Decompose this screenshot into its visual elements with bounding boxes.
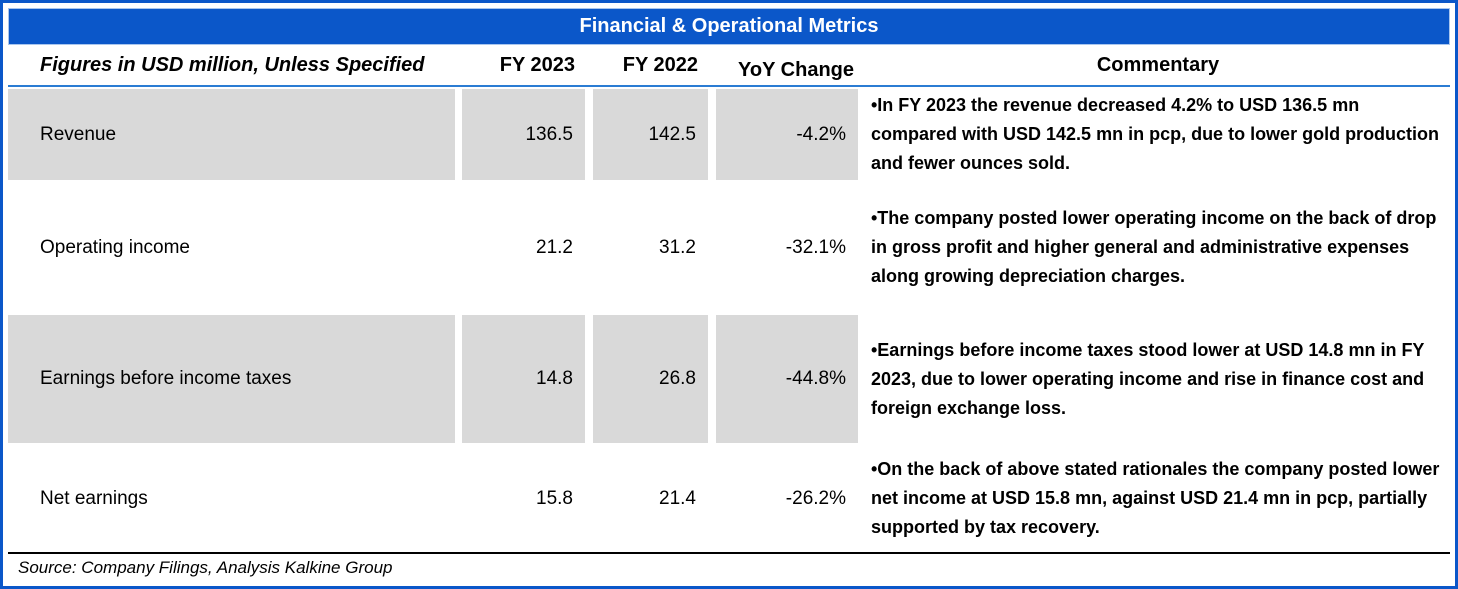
commentary-text: •On the back of above stated rationales … bbox=[871, 459, 1440, 537]
fy2023-value: 21.2 bbox=[536, 236, 573, 258]
fy2022-value: 21.4 bbox=[659, 487, 696, 509]
column-gutter bbox=[585, 445, 593, 552]
commentary-text: •In FY 2023 the revenue decreased 4.2% t… bbox=[871, 95, 1440, 173]
table-row-operating-income: Operating income 21.2 31.2 -32.1% •The c… bbox=[8, 182, 1450, 313]
column-gutter bbox=[708, 182, 716, 313]
table-row-revenue: Revenue 136.5 142.5 -4.2% •In FY 2023 th… bbox=[8, 87, 1450, 182]
table-row-earnings-before-taxes: Earnings before income taxes 14.8 26.8 -… bbox=[8, 313, 1450, 445]
fy2022-value: 26.8 bbox=[593, 315, 708, 443]
yoy-value: -44.8% bbox=[716, 315, 858, 443]
column-gutter bbox=[455, 182, 462, 313]
column-gutter bbox=[858, 87, 866, 182]
column-gutter bbox=[455, 87, 462, 182]
column-gutter bbox=[858, 45, 866, 85]
column-gutter bbox=[858, 445, 866, 552]
commentary-text: •The company posted lower operating inco… bbox=[871, 208, 1437, 286]
column-gutter bbox=[455, 313, 462, 445]
commentary-text: •Earnings before income taxes stood lowe… bbox=[871, 339, 1425, 418]
fy2023-value: 136.5 bbox=[462, 89, 585, 180]
column-gutter bbox=[585, 182, 593, 313]
yoy-value: -32.1% bbox=[785, 236, 846, 258]
table-title: Financial & Operational Metrics bbox=[8, 8, 1450, 45]
table-row-net-earnings: Net earnings 15.8 21.4 -26.2% •On the ba… bbox=[8, 445, 1450, 552]
header-fy2022: FY 2022 bbox=[622, 53, 698, 76]
table-header-row: Figures in USD million, Unless Specified… bbox=[8, 45, 1450, 87]
column-gutter bbox=[585, 313, 593, 445]
metric-label: Operating income bbox=[40, 236, 190, 258]
fy2022-value: 31.2 bbox=[659, 236, 696, 258]
column-gutter bbox=[455, 445, 462, 552]
fy2022-value: 142.5 bbox=[593, 89, 708, 180]
column-gutter bbox=[858, 313, 866, 445]
metric-label: Net earnings bbox=[40, 487, 148, 509]
header-fy2023: FY 2023 bbox=[499, 53, 575, 76]
header-yoy-change: YoY Change bbox=[738, 59, 854, 81]
metric-label: Revenue bbox=[8, 89, 455, 180]
column-gutter bbox=[585, 87, 593, 182]
column-gutter bbox=[708, 45, 716, 85]
column-gutter bbox=[708, 313, 716, 445]
header-commentary: Commentary bbox=[1096, 53, 1220, 76]
source-note: Source: Company Filings, Analysis Kalkin… bbox=[8, 552, 1450, 581]
fy2023-value: 15.8 bbox=[536, 487, 573, 509]
column-gutter bbox=[585, 45, 593, 85]
metric-label: Earnings before income taxes bbox=[8, 315, 455, 443]
column-gutter bbox=[858, 182, 866, 313]
column-gutter bbox=[708, 87, 716, 182]
fy2023-value: 14.8 bbox=[462, 315, 585, 443]
column-gutter bbox=[455, 45, 462, 85]
column-gutter bbox=[708, 445, 716, 552]
yoy-value: -26.2% bbox=[785, 487, 846, 509]
yoy-value: -4.2% bbox=[716, 89, 858, 180]
header-units-note: Figures in USD million, Unless Specified bbox=[40, 53, 425, 76]
